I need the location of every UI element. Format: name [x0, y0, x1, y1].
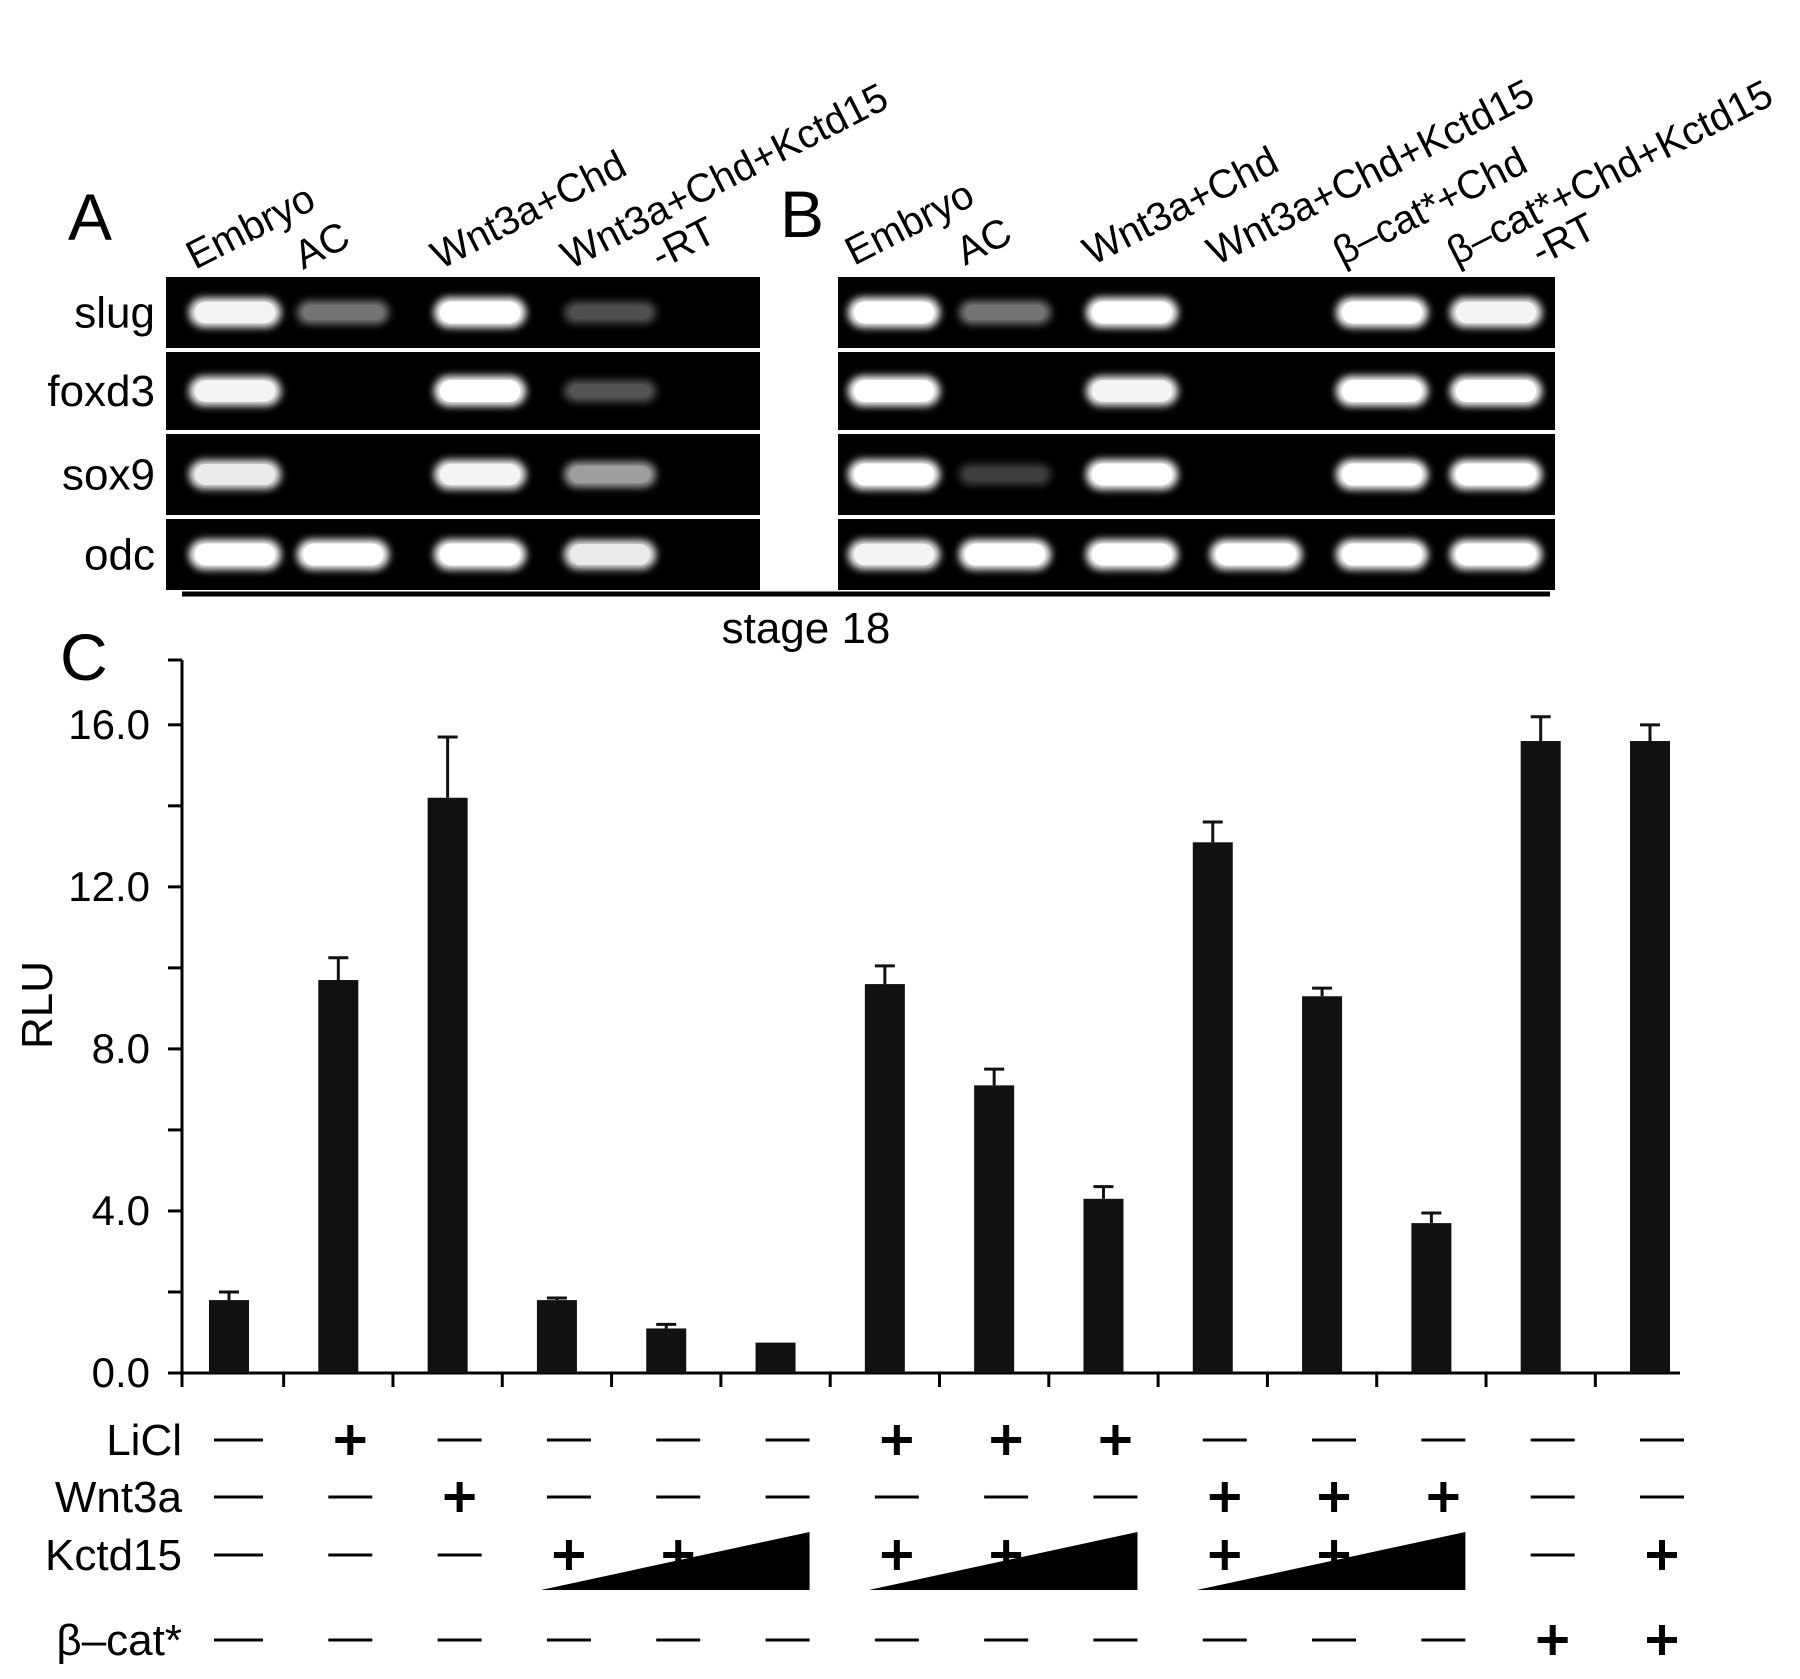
- condition-label: Wnt3a: [55, 1473, 183, 1522]
- gel-row: [838, 277, 1555, 348]
- gel-band: [303, 543, 383, 566]
- gel-row: [838, 352, 1555, 430]
- gel-band: [1342, 463, 1422, 486]
- gel-band: [303, 304, 383, 321]
- bar: [864, 984, 905, 1373]
- gel-band: [440, 543, 520, 566]
- gel-band: [1216, 543, 1296, 566]
- gel-band: [965, 304, 1045, 321]
- gene-label-sox9: sox9: [62, 451, 155, 500]
- panel-a-letter: A: [68, 180, 112, 254]
- condition-table: LiCl Wnt3a Kctd15 β–cat*: [45, 1416, 1684, 1665]
- gel-band: [570, 465, 650, 484]
- bar: [974, 1085, 1015, 1373]
- gel-band: [1342, 301, 1422, 324]
- gel-row: [838, 519, 1555, 590]
- gene-label-foxd3: foxd3: [47, 367, 155, 416]
- gel-band: [854, 301, 934, 324]
- condition-label: Kctd15: [45, 1531, 182, 1580]
- gel-band: [570, 305, 650, 320]
- gel-band: [1456, 301, 1536, 324]
- gel-band: [440, 380, 520, 402]
- bar: [1192, 842, 1233, 1373]
- gene-label-slug: slug: [74, 289, 155, 338]
- gel-band: [440, 301, 520, 324]
- gel-band: [965, 468, 1045, 481]
- gel-band: [195, 380, 275, 402]
- gel-band: [195, 543, 275, 566]
- bar: [1630, 741, 1670, 1373]
- dose-wedge: [540, 1532, 810, 1590]
- gel-band: [440, 463, 520, 486]
- gel-band: [1456, 543, 1536, 566]
- chart-bars: [209, 715, 1670, 1373]
- y-tick-label: 4.0: [92, 1187, 150, 1234]
- dose-wedge: [868, 1532, 1138, 1590]
- y-tick-label: 16.0: [68, 701, 150, 748]
- panel-c-letter: C: [60, 620, 108, 694]
- lane-label: Embryo: [838, 172, 981, 274]
- gel-band: [570, 384, 650, 398]
- y-tick-label: 12.0: [68, 863, 150, 910]
- gel-band: [1342, 380, 1422, 402]
- gel-band: [854, 543, 934, 566]
- bar: [536, 1300, 577, 1373]
- y-tick-label: 0.0: [92, 1349, 150, 1396]
- bar: [318, 980, 359, 1373]
- bar: [646, 1328, 687, 1373]
- stage-label: stage 18: [722, 604, 891, 653]
- gel-band: [1342, 543, 1422, 566]
- rlu-bar-chart: RLU 0.0 4.0 8.0 12.0 16.0 LiCl Wnt3a Kctd15 β–c…: [13, 658, 1684, 1665]
- gel-band: [195, 301, 275, 324]
- gene-label-odc: odc: [84, 531, 155, 580]
- bar: [427, 797, 468, 1373]
- y-axis-label: RLU: [13, 961, 62, 1049]
- condition-label: β–cat*: [56, 1616, 182, 1665]
- gel-band: [1092, 543, 1172, 566]
- gel-band: [195, 464, 275, 485]
- gel-band: [1456, 463, 1536, 486]
- y-tick-label: 8.0: [92, 1025, 150, 1072]
- panel-b-letter: B: [780, 177, 824, 251]
- bar: [1302, 996, 1343, 1373]
- bar: [1520, 741, 1561, 1373]
- dose-wedge: [1196, 1532, 1466, 1590]
- gel-row: [838, 434, 1555, 515]
- gel-band: [965, 543, 1045, 566]
- bar: [1083, 1198, 1124, 1373]
- gel-band: [1456, 380, 1536, 402]
- bar: [209, 1300, 249, 1373]
- gel-band: [854, 463, 934, 486]
- gel-band: [854, 380, 934, 402]
- gel-band: [570, 544, 650, 565]
- condition-label: LiCl: [106, 1416, 182, 1465]
- gel-band: [1092, 463, 1172, 486]
- bar: [1411, 1223, 1452, 1373]
- gel-band: [1092, 380, 1172, 402]
- bar: [755, 1342, 796, 1373]
- gel-band: [1092, 301, 1172, 324]
